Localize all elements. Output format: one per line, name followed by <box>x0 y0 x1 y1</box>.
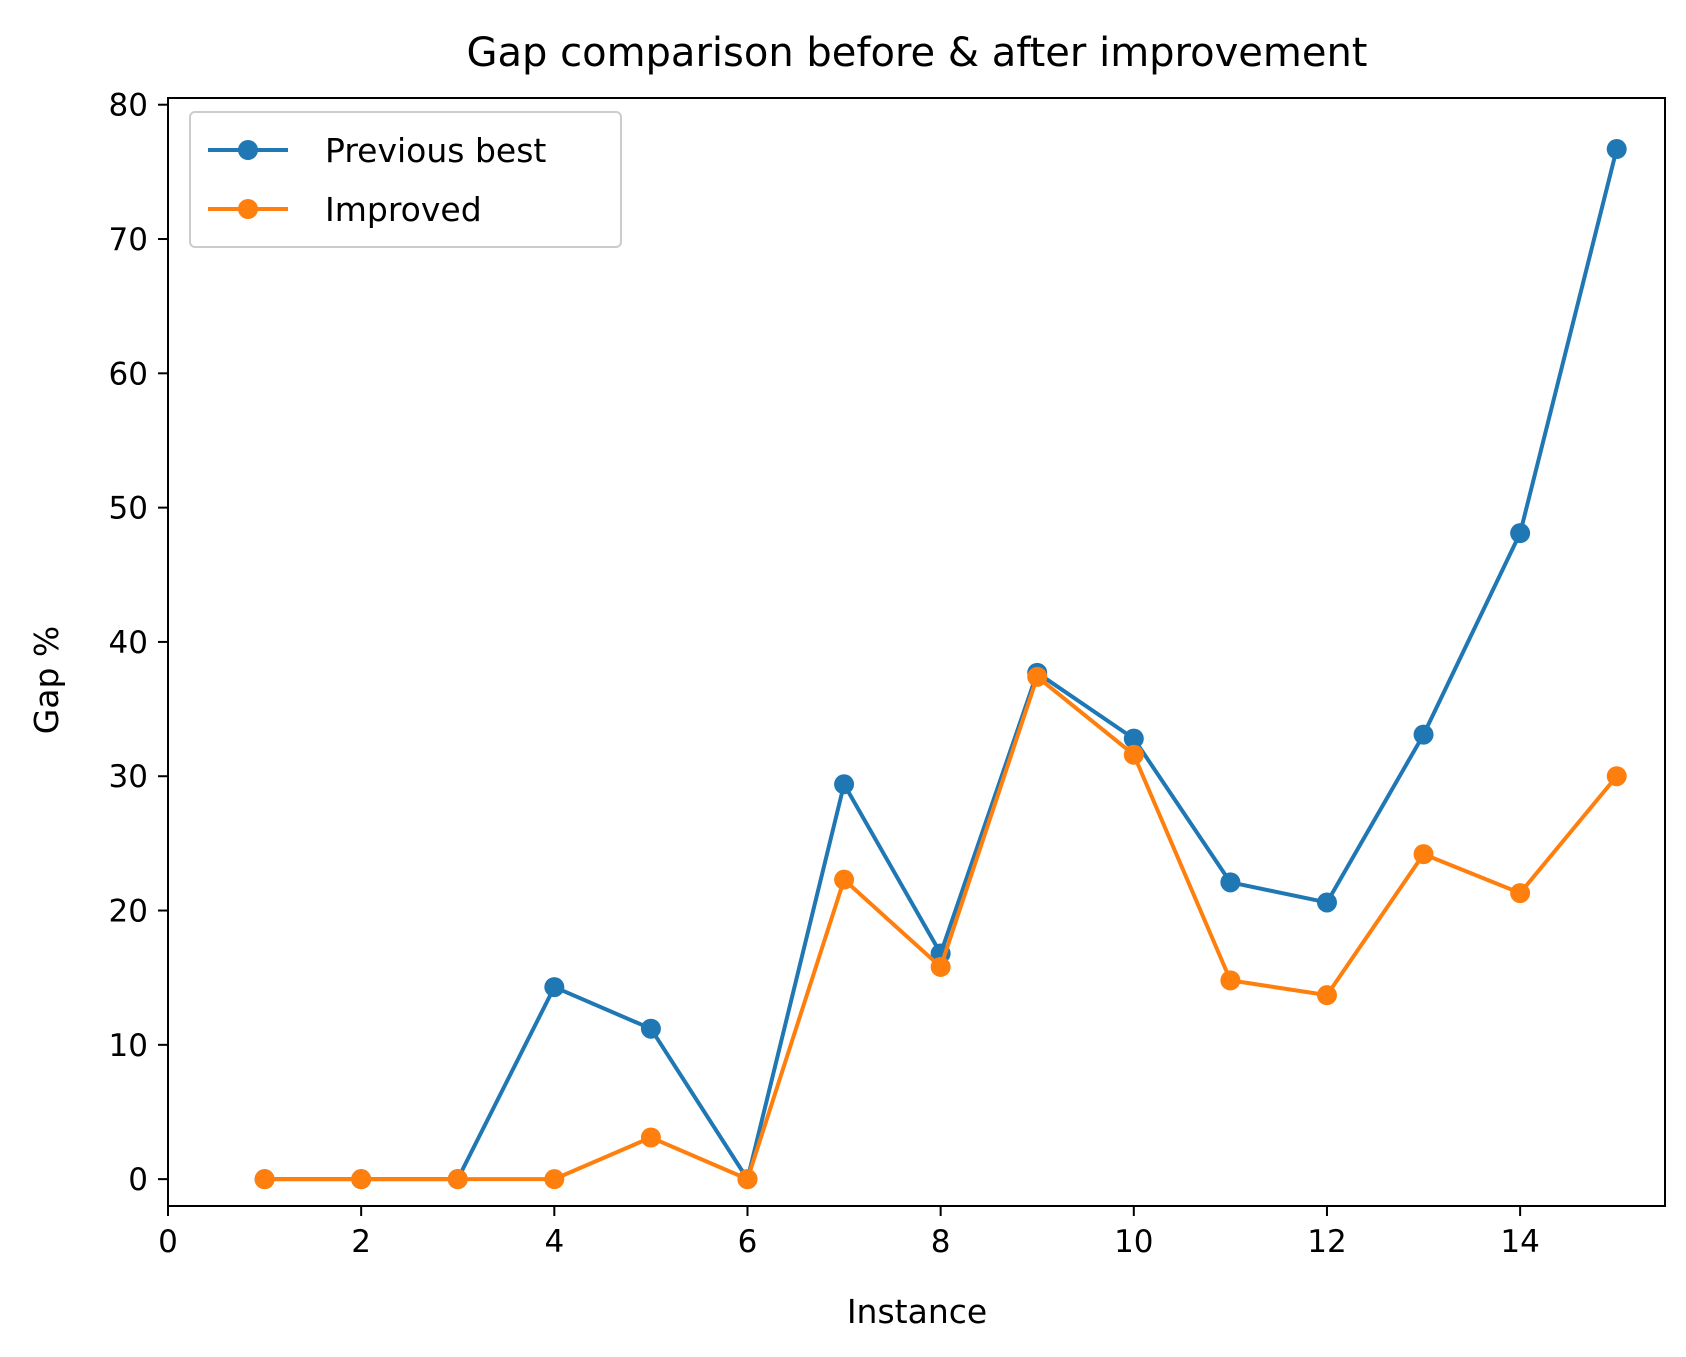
legend-box <box>189 111 622 248</box>
x-axis-label: Instance <box>847 1292 987 1331</box>
x-tick-label: 12 <box>1307 1224 1346 1260</box>
data-point <box>1220 970 1241 991</box>
data-point <box>1316 892 1337 913</box>
data-point <box>1123 744 1144 765</box>
data-point <box>544 1169 565 1190</box>
x-tick-label: 4 <box>544 1224 564 1260</box>
series-improved <box>254 666 1627 1190</box>
y-axis: 0 10 20 30 40 50 60 70 80 <box>109 88 168 1198</box>
legend-item: Improved <box>208 190 482 229</box>
y-tick-label: 30 <box>109 759 148 795</box>
data-point <box>834 869 855 890</box>
x-tick-label: 6 <box>738 1224 758 1260</box>
x-tick-label: 2 <box>351 1224 371 1260</box>
legend-marker <box>238 140 258 160</box>
legend: Previous best Improved <box>189 111 622 248</box>
x-tick-label: 0 <box>158 1224 178 1260</box>
chart-title: Gap comparison before & after improvemen… <box>467 30 1368 76</box>
data-point <box>351 1169 372 1190</box>
y-tick-label: 70 <box>109 222 148 258</box>
y-tick-label: 10 <box>109 1028 148 1064</box>
data-point <box>737 1169 758 1190</box>
data-point <box>544 977 565 998</box>
x-tick-label: 10 <box>1114 1224 1153 1260</box>
x-tick-label: 14 <box>1500 1224 1539 1260</box>
data-point <box>1510 523 1531 544</box>
data-point <box>1316 985 1337 1006</box>
data-point <box>834 774 855 795</box>
data-point <box>254 1169 275 1190</box>
legend-marker <box>238 199 258 219</box>
data-point <box>1606 766 1627 787</box>
data-point <box>1510 883 1531 904</box>
y-tick-label: 20 <box>109 894 148 930</box>
y-tick-label: 50 <box>109 491 148 527</box>
plot-frame <box>167 97 1666 1207</box>
y-tick-label: 0 <box>128 1162 148 1198</box>
data-point <box>930 956 951 977</box>
data-point <box>1123 728 1144 749</box>
y-tick-label: 60 <box>109 356 148 392</box>
data-point <box>1027 666 1048 687</box>
data-point <box>1413 844 1434 865</box>
y-axis-label: Gap % <box>27 626 66 735</box>
data-point <box>640 1127 661 1148</box>
y-tick-label: 80 <box>109 88 148 124</box>
data-point <box>1220 872 1241 893</box>
data-point <box>1413 724 1434 745</box>
legend-label: Previous best <box>325 131 546 170</box>
x-tick-label: 8 <box>931 1224 951 1260</box>
data-point <box>1606 139 1627 160</box>
legend-item: Previous best <box>208 131 546 170</box>
legend-label: Improved <box>325 190 482 229</box>
y-tick-label: 40 <box>109 625 148 661</box>
data-point <box>640 1018 661 1039</box>
data-point <box>447 1169 468 1190</box>
x-axis: 0 2 4 6 8 10 12 14 <box>158 1206 1540 1260</box>
series-layer <box>254 139 1627 1190</box>
